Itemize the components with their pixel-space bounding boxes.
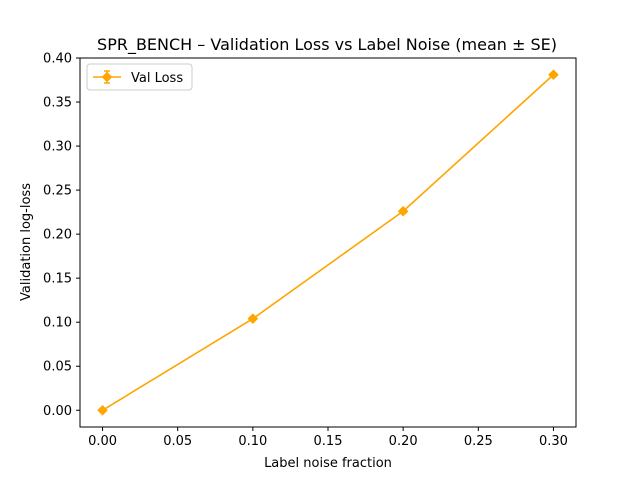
legend-box [86,63,193,91]
y-tick-label: 0.35 [43,96,72,111]
x-tick-label: 0.20 [389,434,418,449]
y-axis-label: Validation log-loss [19,183,34,301]
x-tick-label: 0.25 [464,434,493,449]
x-axis: 0.00 0.05 0.10 0.15 0.20 0.25 0.30 [88,427,568,449]
legend-swatch [93,70,121,84]
y-tick-label: 0.25 [43,184,72,199]
y-tick-label: 0.30 [43,140,72,155]
y-tick-label: 0.15 [43,272,72,287]
x-axis-label: Label noise fraction [264,456,392,471]
x-tick-label: 0.00 [88,434,117,449]
x-tick-label: 0.15 [314,434,343,449]
legend: Val Loss [86,63,193,91]
data-point [548,69,559,81]
x-tick-label: 0.30 [539,434,568,449]
y-tick-label: 0.00 [43,404,72,419]
chart-title: SPR_BENCH – Validation Loss vs Label Noi… [97,35,557,55]
y-axis: 0.00 0.05 0.10 0.15 0.20 0.25 0.30 0.35 0.40 [43,52,80,419]
x-tick-label: 0.10 [238,434,267,449]
data-point [247,313,259,324]
y-tick-label: 0.10 [43,316,72,331]
x-tick-label: 0.05 [163,434,192,449]
y-tick-label: 0.40 [43,52,72,67]
plot-area [97,69,559,416]
y-tick-label: 0.20 [43,228,72,243]
legend-marker [101,71,113,83]
legend-label: Val Loss [131,71,183,86]
data-point [97,404,108,416]
y-tick-label: 0.05 [43,360,72,375]
data-point [397,205,409,217]
series-line [102,74,554,411]
